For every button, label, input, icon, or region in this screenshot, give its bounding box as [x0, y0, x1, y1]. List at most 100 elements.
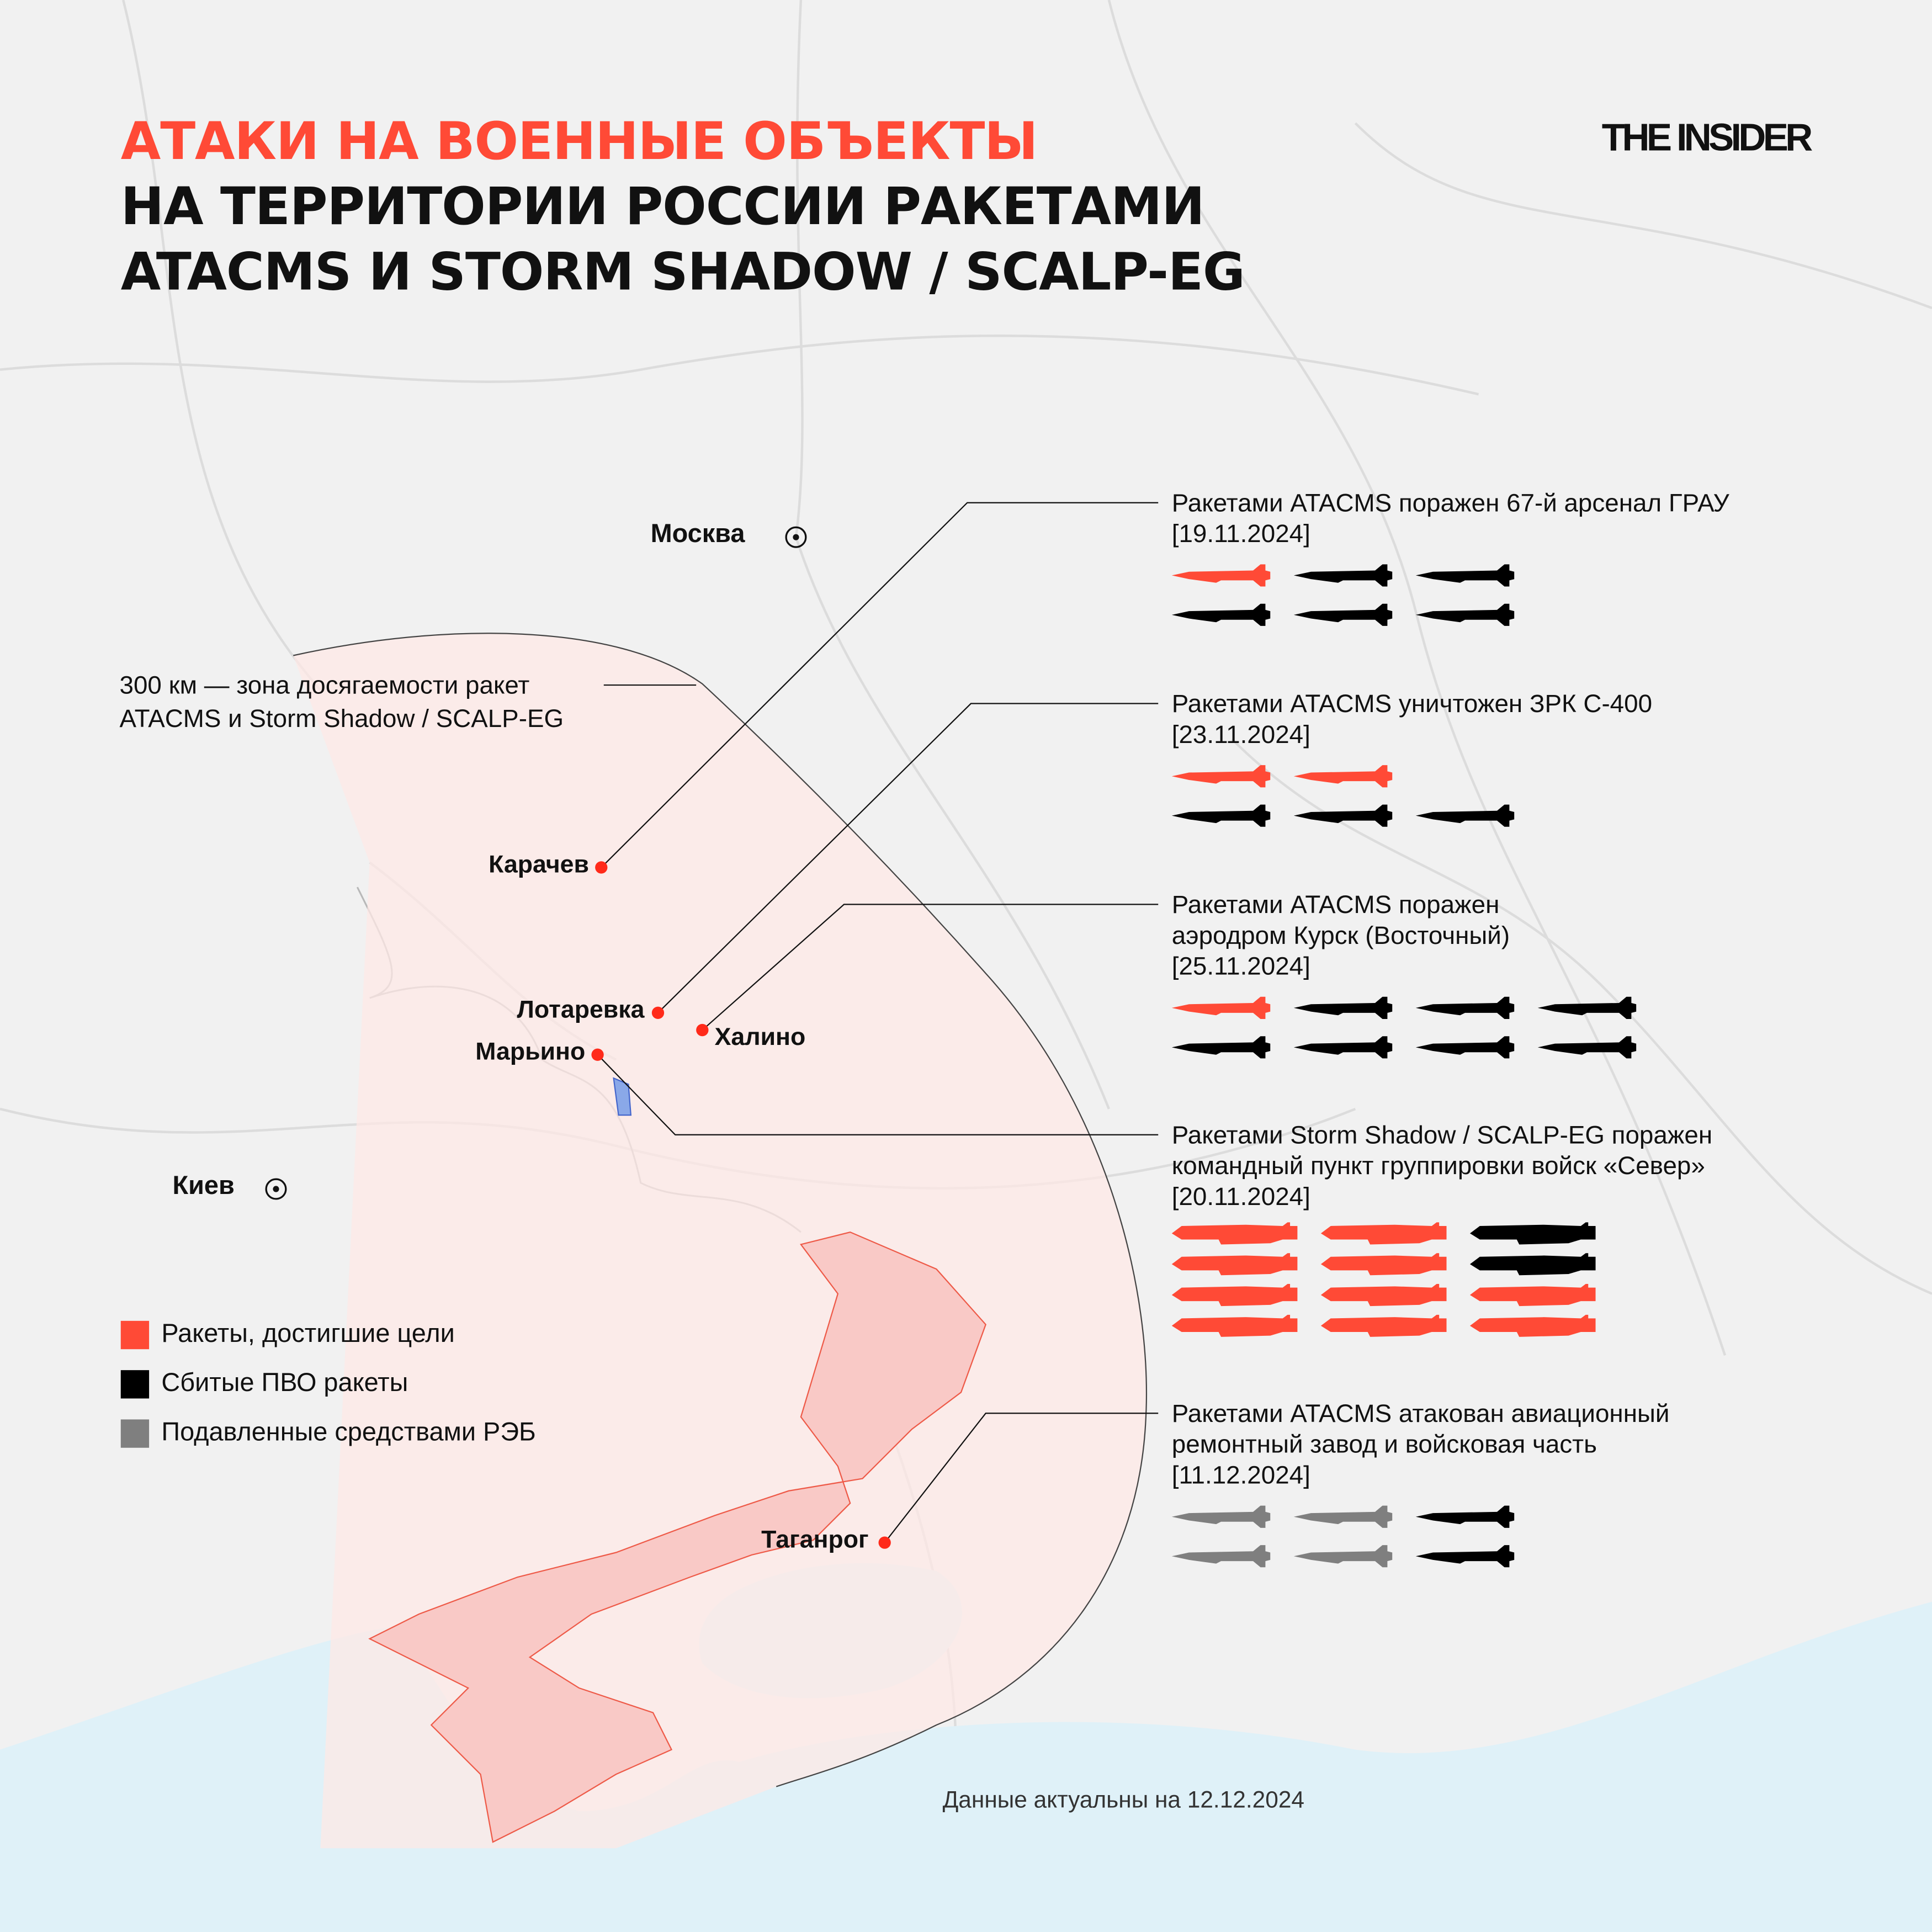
storm-shadow-missile-icon-hit [1171, 1253, 1298, 1276]
title-line-1: АТАКИ НА ВОЕННЫЕ ОБЪЕКТЫ [120, 110, 1038, 172]
khalino-label: Халино [714, 1023, 806, 1052]
storm-shadow-missile-icon-downed [1469, 1253, 1596, 1276]
capital-markers [265, 526, 807, 1200]
kyiv-label: Киев [172, 1171, 235, 1201]
storm-shadow-missile-icon-hit [1469, 1314, 1596, 1337]
attack-text-line: командный пункт группировки войск «Север… [1171, 1152, 1705, 1181]
storm-shadow-missile-icon-hit [1320, 1253, 1447, 1276]
atacms-missile-icon-downed [1293, 1036, 1393, 1059]
attack-date: [20.11.2024] [1171, 1182, 1310, 1212]
leader-line-2 [657, 703, 1159, 1013]
karachev-label: Карачев [489, 851, 589, 879]
attack-text-line: ремонтный завод и войсковая часть [1171, 1430, 1597, 1459]
attack-description: Ракетами ATACMS поражен аэродром Курск (В… [1172, 890, 1510, 982]
missile-row [1171, 599, 1538, 631]
storm-shadow-missile-icon-hit [1320, 1314, 1447, 1337]
storm-shadow-missile-icon-hit [1171, 1222, 1298, 1245]
atacms-missile-icon-downed [1171, 804, 1271, 827]
legend-label: Ракеты, достигшие цели [161, 1319, 455, 1348]
lotarevka-label: Лотаревка [517, 996, 645, 1024]
missile-row [1171, 1031, 1660, 1063]
missile-row [1171, 1501, 1538, 1533]
occupied-territory [368, 1231, 986, 1843]
atacms-missile-icon-downed [1415, 603, 1515, 626]
missile-row [1171, 992, 1660, 1024]
maryino-label: Марьино [475, 1038, 586, 1066]
attack-date: [23.11.2024] [1171, 720, 1310, 750]
missile-row [1171, 1253, 1619, 1278]
leader-line-5 [884, 1413, 1159, 1543]
attack-description: Ракетами Storm Shadow / SCALP-EG поражен… [1172, 1120, 1712, 1212]
atacms-missile-icon-downed [1171, 1036, 1271, 1059]
title-line-2: НА ТЕРРИТОРИИ РОССИИ РАКЕТАМИ [120, 176, 1205, 237]
missile-row [1171, 800, 1538, 832]
legend-swatch-downed [120, 1370, 150, 1399]
atacms-missile-icon-downed [1415, 804, 1515, 827]
attack-text-line: Ракетами ATACMS атакован авиационный [1171, 1399, 1670, 1429]
attack-text-line: Ракетами Storm Shadow / SCALP-EG поражен [1171, 1121, 1713, 1150]
atacms-missile-icon-jammed [1293, 1505, 1393, 1528]
missile-row [1171, 1540, 1538, 1572]
kyiv-capital-icon [265, 1178, 287, 1200]
storm-shadow-missile-icon-hit [1320, 1222, 1447, 1245]
legend-swatch-hit [120, 1320, 150, 1350]
storm-shadow-missile-icon-hit [1171, 1283, 1298, 1307]
atacms-missile-icon-downed [1293, 996, 1393, 1019]
legend-label: Сбитые ПВО ракеты [161, 1368, 408, 1398]
leader-lines [597, 502, 1159, 1543]
missile-row [1171, 559, 1538, 591]
atacms-missile-icon-jammed [1293, 1545, 1393, 1568]
atacms-missile-icon-downed [1537, 1036, 1637, 1059]
atacms-missile-icon-jammed [1171, 1505, 1271, 1528]
taganrog-dot [878, 1536, 891, 1549]
missile-row [1171, 1222, 1619, 1247]
atacms-missile-icon-hit [1171, 996, 1271, 1019]
attack-date: [19.11.2024] [1171, 519, 1310, 549]
atacms-missile-icon-downed [1415, 564, 1515, 587]
range-arc [293, 633, 1148, 1787]
black-sea [0, 1601, 1932, 1932]
missile-row [1171, 1283, 1619, 1309]
attack-description: Ракетами ATACMS уничтожен ЗРК С-400 [23.1… [1172, 689, 1652, 751]
maryino-dot [591, 1048, 604, 1061]
atacms-missile-icon-downed [1171, 603, 1271, 626]
missile-row [1171, 760, 1416, 792]
range-note-line-2: ATACMS и Storm Shadow / SCALP-EG [119, 704, 564, 734]
atacms-missile-icon-jammed [1171, 1545, 1271, 1568]
atacms-missile-icon-downed [1415, 1036, 1515, 1059]
atacms-missile-icon-downed [1415, 996, 1515, 1019]
data-date-footer: Данные актуальны на 12.12.2024 [942, 1787, 1305, 1814]
atacms-missile-icon-downed [1537, 996, 1637, 1019]
attack-date: [11.12.2024] [1171, 1461, 1310, 1490]
moscow-capital-icon [785, 526, 807, 548]
city-dots [591, 861, 891, 1549]
lotarevka-dot [651, 1006, 665, 1019]
leader-line-4 [597, 1054, 1159, 1135]
atacms-missile-icon-downed [1293, 603, 1393, 626]
storm-shadow-missile-icon-hit [1171, 1314, 1298, 1337]
storm-shadow-missile-icon-hit [1469, 1283, 1596, 1307]
attack-text-line: Ракетами ATACMS поражен [1171, 890, 1500, 920]
leader-line-1 [601, 502, 1159, 868]
title-line-3: ATACMS И STORM SHADOW / SCALP-EG [120, 241, 1245, 302]
attack-text-line: Ракетами ATACMS поражен 67-й арсенал ГРА… [1171, 489, 1729, 518]
attack-description: Ракетами ATACMS атакован авиационный ремо… [1172, 1398, 1670, 1490]
legend-swatch-jammed [120, 1419, 150, 1448]
khalino-dot [696, 1023, 709, 1037]
attack-date: [25.11.2024] [1171, 952, 1310, 981]
atacms-missile-icon-downed [1293, 804, 1393, 827]
leader-line-3 [702, 904, 1159, 1031]
missile-row [1171, 1314, 1619, 1340]
attack-text-line: Ракетами ATACMS уничтожен ЗРК С-400 [1171, 689, 1653, 719]
moscow-label: Москва [650, 519, 745, 549]
taganrog-label: Таганрог [761, 1526, 869, 1554]
atacms-missile-icon-hit [1171, 765, 1271, 788]
atacms-missile-icon-downed [1415, 1545, 1515, 1568]
atacms-missile-icon-hit [1293, 765, 1393, 788]
atacms-missile-icon-downed [1415, 1505, 1515, 1528]
attack-text-line: аэродром Курск (Восточный) [1171, 921, 1510, 950]
atacms-missile-icon-hit [1171, 564, 1271, 587]
attack-description: Ракетами ATACMS поражен 67-й арсенал ГРА… [1172, 488, 1729, 550]
